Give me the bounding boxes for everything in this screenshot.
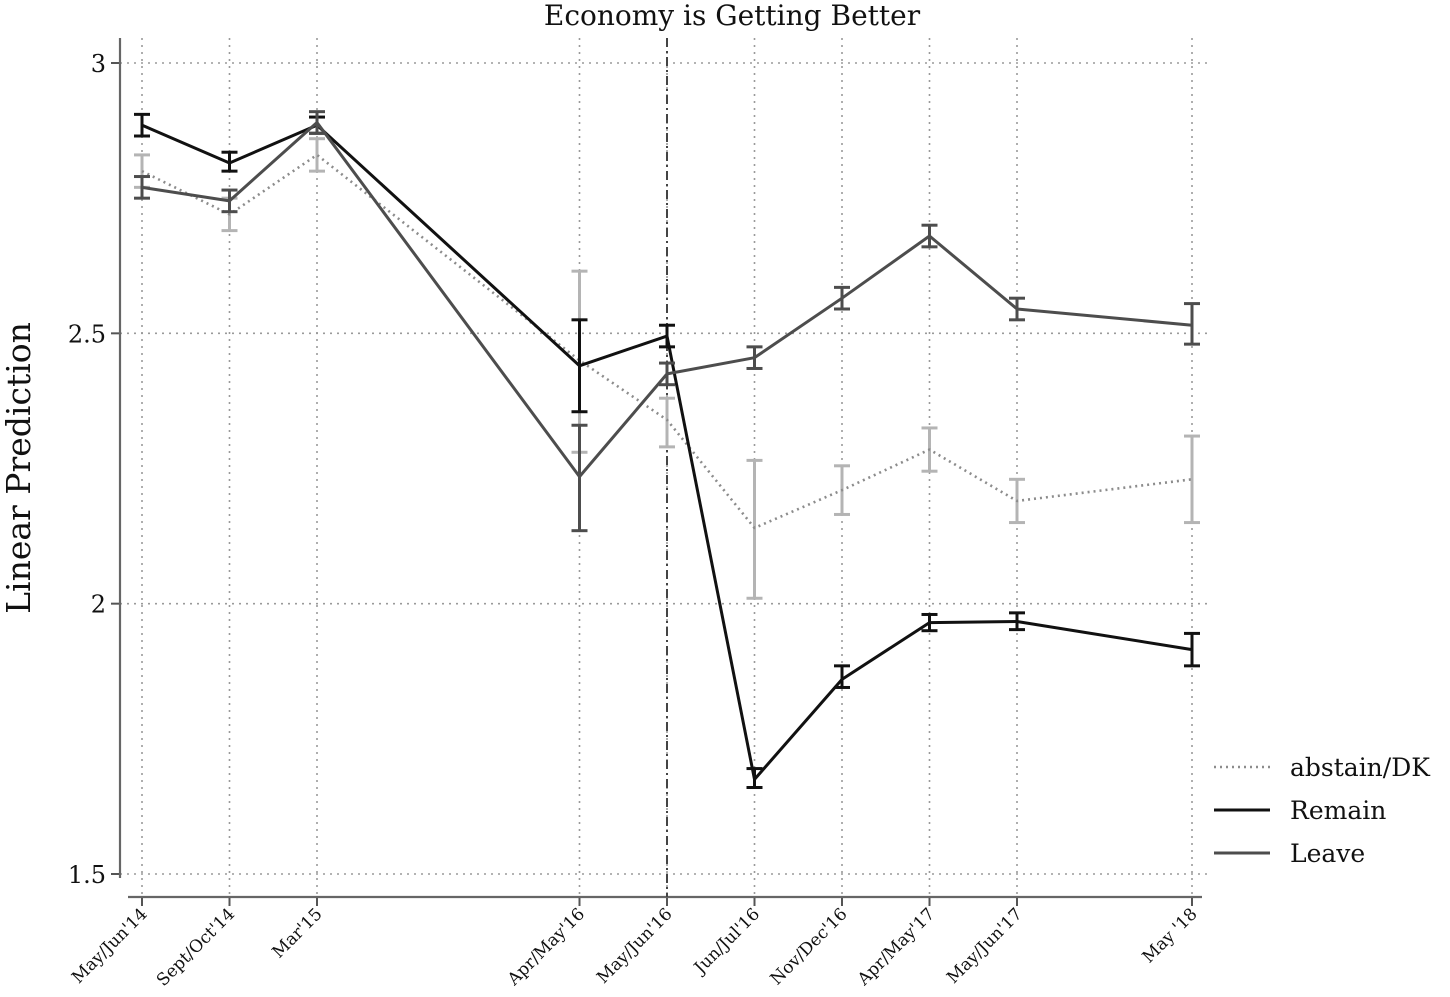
- legend-label-leave: Leave: [1290, 839, 1365, 868]
- x-tick-label: May/Jun'16: [593, 904, 676, 987]
- series-line-abstain-dk: [141, 153, 1193, 530]
- x-tick-label: May/Jun'17: [943, 904, 1026, 987]
- x-tick-label: Apr/May'16: [503, 904, 589, 990]
- y-tick-label: 1.5: [68, 861, 106, 889]
- x-tick-label: Jun/Jul'16: [689, 904, 764, 979]
- y-tick-label: 3: [91, 50, 106, 78]
- series-leave: [134, 110, 1200, 533]
- x-tick-label: May '18: [1139, 904, 1202, 967]
- series-layer: [134, 110, 1200, 789]
- legend-label-abstain-dk: abstain/DK: [1290, 753, 1431, 782]
- x-tick-label: May/Jun'14: [68, 904, 151, 987]
- legend: abstain/DK Remain Leave: [1214, 753, 1431, 868]
- series-line-remain: [141, 123, 1193, 781]
- x-tick-label: Mar'15: [269, 904, 327, 962]
- y-axis-label: Linear Prediction: [0, 322, 38, 614]
- ci-bar-abstain-dk: [309, 137, 325, 173]
- series-abstain-dk: [134, 137, 1200, 600]
- legend-label-remain: Remain: [1290, 796, 1386, 825]
- x-tick-label: Nov/Dec'16: [767, 904, 852, 989]
- grid: [120, 38, 1212, 897]
- series-line-leave: [141, 120, 1193, 479]
- ci-bar-abstain-dk: [659, 396, 675, 449]
- chart-title: Economy is Getting Better: [544, 0, 921, 32]
- axes: 1.5 2 2.5 3 May/Jun'14 Sept/Oct'14 Mar'15 Apr/M…: [68, 38, 1202, 990]
- x-tick-label: Sept/Oct'14: [153, 904, 239, 990]
- ci-bar-abstain-dk: [746, 458, 763, 600]
- ci-bar-abstain-dk: [1184, 434, 1200, 525]
- y-tick-label: 2: [91, 591, 106, 619]
- y-tick-label: 2.5: [68, 320, 106, 348]
- x-tick-label: Apr/May'17: [853, 904, 939, 990]
